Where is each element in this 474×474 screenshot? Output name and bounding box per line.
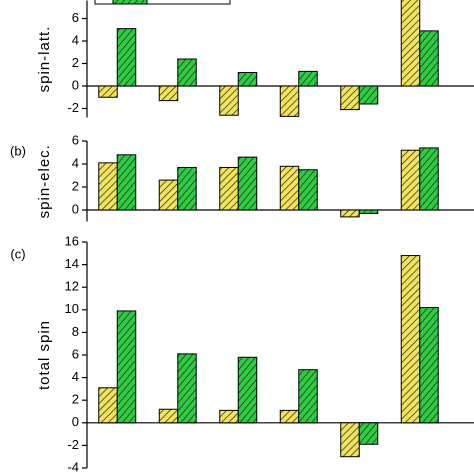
bar xyxy=(219,409,239,424)
y-tick-label: 14 xyxy=(65,256,79,271)
bar xyxy=(358,85,379,105)
bar xyxy=(98,387,118,424)
bar xyxy=(340,209,360,218)
y-tick-label: 2 xyxy=(72,178,79,193)
bar xyxy=(237,356,258,424)
legend-swatch xyxy=(112,0,148,5)
bar xyxy=(116,154,137,211)
bar xyxy=(298,369,318,424)
y-tick-label: -4 xyxy=(67,459,79,474)
bar xyxy=(98,162,118,211)
y-tick-label: 0 xyxy=(72,77,79,92)
y-tick-label: 8 xyxy=(72,324,79,339)
y-tick-label: 4 xyxy=(72,369,79,384)
panel-label: (c) xyxy=(10,246,25,261)
bar xyxy=(358,422,379,445)
bar xyxy=(279,409,300,424)
bar xyxy=(419,307,439,424)
bar xyxy=(419,147,439,211)
bar xyxy=(340,422,360,458)
bar xyxy=(400,149,421,211)
bar xyxy=(298,70,318,87)
legend-box xyxy=(94,0,231,5)
y-tick-label: 6 xyxy=(72,346,79,361)
bar xyxy=(400,255,421,424)
y-tick-label: 12 xyxy=(65,279,79,294)
bar xyxy=(419,30,439,87)
bar xyxy=(177,353,197,424)
y-tick-label: -2 xyxy=(67,100,79,115)
bar xyxy=(298,169,318,211)
bar xyxy=(219,85,239,116)
y-axis-label: spin-elec. xyxy=(36,144,53,218)
y-tick-label: 10 xyxy=(65,301,79,316)
bar xyxy=(158,179,179,211)
bar xyxy=(116,310,137,424)
bar xyxy=(340,85,360,111)
y-tick-label: 4 xyxy=(72,32,79,47)
y-tick-label: 4 xyxy=(72,155,79,170)
panel-label: (b) xyxy=(10,143,26,158)
bar xyxy=(177,58,197,87)
y-tick-label: 16 xyxy=(65,233,79,248)
y-tick-label: 0 xyxy=(72,201,79,216)
bar xyxy=(116,28,137,87)
bar xyxy=(219,166,239,211)
y-tick-label: 2 xyxy=(72,55,79,70)
bar xyxy=(158,408,179,424)
y-tick-label: 2 xyxy=(72,392,79,407)
y-axis-label: spin-latt. xyxy=(36,26,53,93)
bar xyxy=(400,0,421,87)
y-tick-label: 6 xyxy=(72,132,79,147)
bar xyxy=(279,85,300,117)
bar xyxy=(237,72,258,87)
y-tick-label: 0 xyxy=(72,414,79,429)
y-tick-label: 6 xyxy=(72,10,79,25)
bar xyxy=(358,209,379,214)
bar xyxy=(177,166,197,211)
y-axis-label: total spin xyxy=(36,320,53,390)
bar xyxy=(237,156,258,211)
bar xyxy=(98,85,118,98)
bar xyxy=(158,85,179,102)
bar xyxy=(279,165,300,211)
y-tick-label: -2 xyxy=(67,437,79,452)
